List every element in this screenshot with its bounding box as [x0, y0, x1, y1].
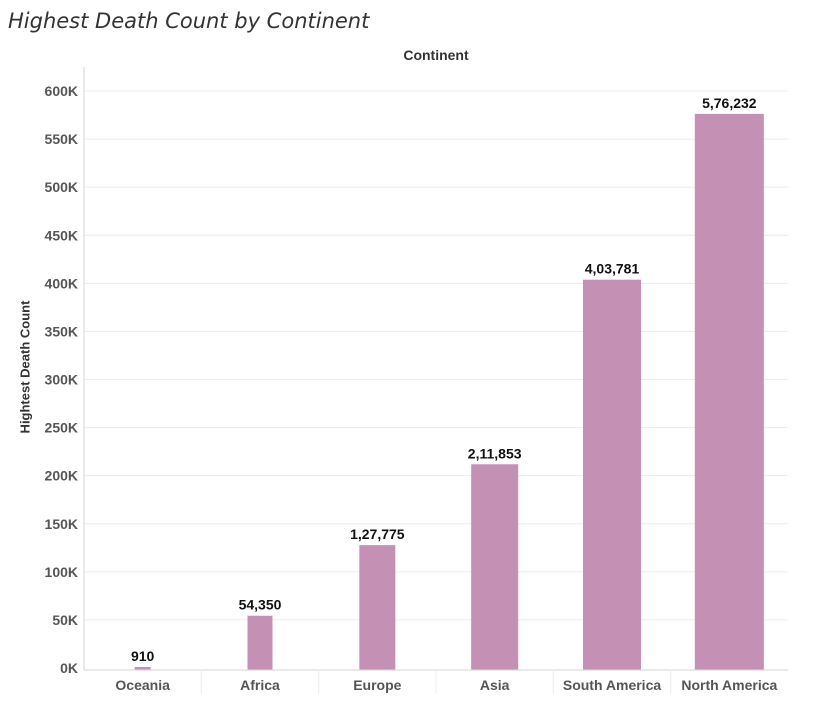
y-tick-label: 0K [60, 660, 78, 676]
y-tick-label: 500K [45, 179, 78, 195]
data-label: 4,03,781 [585, 261, 640, 277]
data-labels: 910 54,350 1,27,775 2,11,853 4,03,781 5,76,23… [131, 95, 757, 664]
y-tick-label: 550K [45, 131, 78, 147]
data-label: 1,27,775 [350, 526, 405, 542]
y-tick-label: 350K [45, 323, 78, 339]
y-tick-label: 100K [45, 564, 78, 580]
data-label: 54,350 [239, 597, 282, 613]
y-tick-label: 250K [45, 420, 78, 436]
chart-title: Highest Death Count by Continent [8, 9, 370, 33]
data-label: 2,11,853 [468, 445, 522, 461]
data-label: 910 [131, 648, 155, 664]
y-tick-label: 200K [45, 468, 78, 484]
x-category-label: Europe [353, 677, 401, 693]
x-category-label: Oceania [115, 677, 170, 693]
y-axis: 0K 50K 100K 150K 200K 250K 300K 350K 400K 450K 500… [45, 67, 85, 676]
bar [471, 464, 519, 670]
x-axis-header: Continent [403, 47, 469, 63]
x-axis: Oceania Africa Europe Asia South America Nort… [84, 669, 788, 694]
x-category-label: North America [681, 677, 777, 693]
bar [583, 279, 641, 670]
bar [247, 615, 273, 670]
bar [694, 113, 764, 671]
gridlines [84, 90, 788, 621]
x-category-label: South America [563, 677, 661, 693]
bar [134, 667, 151, 670]
y-tick-label: 50K [52, 612, 78, 628]
y-tick-label: 150K [45, 516, 78, 532]
data-label: 5,76,232 [702, 95, 757, 111]
y-tick-label: 600K [45, 83, 78, 99]
y-tick-label: 450K [45, 227, 78, 243]
x-category-label: Asia [480, 677, 510, 693]
bar [359, 545, 396, 670]
y-tick-label: 400K [45, 275, 78, 291]
y-tick-label: 300K [45, 372, 78, 388]
x-category-label: Africa [240, 677, 280, 693]
bars [134, 113, 764, 671]
